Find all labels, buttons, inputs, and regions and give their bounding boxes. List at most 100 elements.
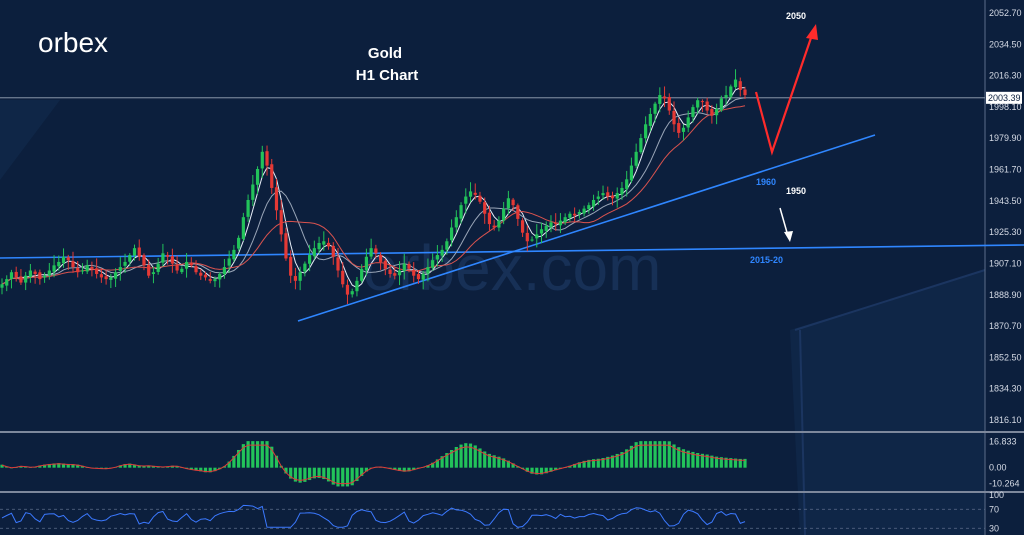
projection-arrowhead-down [784, 231, 793, 242]
macd-histogram-bar [284, 467, 288, 474]
macd-histogram-bar [454, 446, 458, 468]
macd-histogram-bar [487, 453, 492, 468]
macd-histogram-bar [445, 453, 449, 468]
candle-body [341, 270, 345, 285]
candle-body [568, 213, 572, 218]
candle-body [388, 269, 392, 274]
candle-body [653, 103, 657, 114]
rising-support-trendline [297, 134, 876, 322]
candle-body [42, 275, 47, 278]
macd-histogram-bar [568, 465, 572, 468]
candle-body [213, 279, 217, 282]
candle-body [506, 198, 510, 209]
candlesticks [0, 69, 747, 305]
macd-histogram-bar [648, 441, 652, 468]
macd-tick-label: -10.264 [989, 479, 1020, 489]
macd-histogram-bar [587, 459, 591, 468]
macd-histogram-bar [625, 449, 629, 468]
macd-histogram-bar [341, 467, 345, 487]
candle-body [596, 196, 600, 199]
candle-body [625, 179, 629, 189]
candle-body [497, 220, 501, 228]
price-tick-label: 2052.70 [989, 8, 1022, 18]
macd-histogram-bar [61, 463, 66, 468]
price-tick-label: 1925.30 [989, 227, 1022, 237]
macd-histogram-bar [662, 441, 667, 468]
macd-histogram-bar [345, 467, 350, 487]
macd-histogram-bar [303, 467, 307, 482]
price-tick-label: 1979.90 [989, 133, 1022, 143]
price-tick-label: 1870.70 [989, 321, 1022, 331]
candle-body [170, 256, 174, 264]
candle-body [9, 272, 14, 280]
macd-histogram-bar [189, 467, 193, 470]
candle-body [374, 248, 378, 254]
candle-body [61, 256, 66, 264]
macd-histogram-bar [606, 456, 610, 468]
candle-body [24, 275, 28, 283]
candle-body [189, 263, 193, 266]
macd-histogram-bar [208, 467, 212, 473]
macd-histogram-bar [549, 467, 553, 472]
projection-path-up [754, 31, 815, 156]
candle-body [407, 263, 411, 269]
rsi-line [1, 504, 746, 528]
macd-histogram-bar [38, 465, 42, 468]
candle-body [289, 256, 293, 276]
macd-histogram-bar [733, 458, 738, 468]
macd-histogram-bar [658, 441, 662, 468]
macd-histogram-bar [743, 458, 747, 468]
macd-histogram-bar [653, 441, 657, 468]
candle-body [393, 273, 397, 276]
candle-body [743, 89, 747, 96]
macd-histogram-bar [473, 445, 477, 468]
candle-body [90, 266, 94, 269]
macd-histogram-bar [246, 441, 250, 468]
candle-body [151, 272, 156, 274]
macd-histogram-bar [478, 448, 482, 468]
candle-body [123, 261, 127, 266]
candle-body [166, 254, 170, 257]
candle-body [502, 208, 506, 221]
macd-histogram-bar [364, 467, 369, 472]
candle-body [364, 256, 369, 271]
candle-body [658, 95, 662, 104]
macd-histogram-bar [336, 467, 340, 487]
macd-histogram-bar [620, 452, 624, 468]
candle-body [76, 267, 80, 273]
macd-histogram-bar [76, 464, 80, 468]
macd-histogram-bar [251, 441, 255, 468]
moving-average-mid [1, 97, 746, 285]
macd-histogram-bar [19, 466, 23, 468]
candle-body [14, 271, 18, 278]
macd-histogram-bar [270, 446, 274, 468]
candle-body [615, 193, 619, 199]
macd-histogram-bar [0, 464, 4, 468]
candle-body [544, 225, 548, 231]
candle-body [350, 291, 354, 295]
macd-histogram-bar [738, 458, 742, 468]
candle-body [520, 220, 525, 233]
candle-body [360, 268, 364, 281]
macd-histogram-bar [47, 463, 51, 468]
macd-histogram-bar [312, 467, 316, 479]
candle-body [85, 265, 89, 272]
macd-histogram-bar [289, 467, 293, 479]
candle-body [715, 108, 719, 116]
candle-body [563, 217, 567, 223]
watermark-text: orbex.com [363, 232, 662, 304]
rsi-tick-label: 30 [989, 523, 999, 533]
macd-histogram-bar [137, 465, 141, 468]
candle-body [260, 151, 264, 169]
candle-body [719, 98, 723, 111]
candle-body [639, 138, 643, 153]
candle-body [696, 100, 700, 108]
macd-histogram-bar [260, 441, 264, 468]
macd-histogram-bar [577, 462, 581, 468]
candle-body [487, 212, 492, 225]
macd-histogram-bar [700, 453, 705, 468]
current-price-label: 2003.39 [988, 93, 1021, 103]
candle-body [113, 272, 118, 279]
candle-body [729, 86, 733, 97]
